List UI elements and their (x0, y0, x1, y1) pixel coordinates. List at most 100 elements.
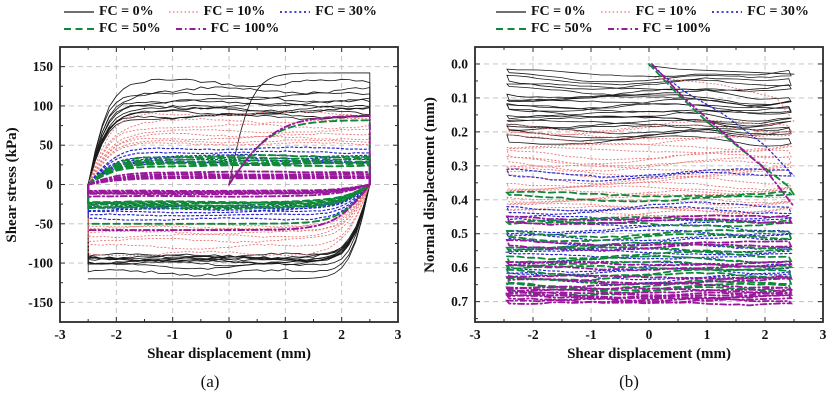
axis-ticks-a (59, 46, 399, 323)
legend-item-fc-10: FC = 10% (600, 4, 698, 20)
curve-fc-30 (506, 168, 792, 182)
x-tick-label: 3 (820, 327, 827, 342)
legend-b: FC = 0% FC = 10% FC = 30% FC = 50% FC = 100% (496, 4, 809, 37)
curve-fc-10 (506, 190, 792, 204)
x-tick-label: 0 (646, 327, 653, 342)
legend-line-sample-icon (64, 11, 94, 13)
grid-b (475, 47, 823, 322)
curve-fc-10 (654, 77, 795, 123)
chart-a-canvas: -3 -2 -1 0 1 2 3 150 100 50 0 -50 -100 -150 Shear di… (4, 46, 402, 362)
legend-label: FC = 100% (642, 21, 712, 36)
curve-fc-50 (505, 229, 793, 243)
curve-fc-0 (506, 98, 792, 115)
curve-fc-10 (506, 149, 792, 165)
curve-fc-30 (506, 201, 792, 216)
curve-fc-10 (505, 130, 792, 146)
legend-line-sample-icon (712, 11, 743, 13)
x-tick-label: 0 (226, 327, 233, 342)
legend-label: FC = 100% (210, 21, 280, 36)
caption-b: (b) (619, 372, 639, 391)
y-tick-label: -150 (28, 295, 53, 310)
legend-line-sample-icon (607, 27, 638, 31)
curve-fc-10 (506, 169, 792, 185)
x-tick-labels-a: -3 -2 -1 0 1 2 3 (54, 327, 401, 342)
curve-fc-0 (648, 65, 795, 75)
legend-line-sample-icon (168, 11, 199, 13)
legend-line-sample-icon (175, 27, 206, 31)
curves-b (504, 63, 795, 307)
x-axis-title-b: Shear displacement (mm) (567, 346, 731, 362)
curve-fc-30 (505, 262, 792, 277)
legend-item-fc-50: FC = 50% (64, 21, 161, 37)
curve-fc-100 (505, 287, 793, 299)
curve-fc-0 (506, 68, 792, 83)
y-tick-label: 100 (33, 98, 54, 113)
x-tick-label: 2 (762, 327, 769, 342)
legend-label: FC = 10% (203, 4, 266, 19)
x-axis-title-a: Shear displacement (mm) (147, 346, 311, 362)
curve-fc-30 (648, 63, 795, 177)
curve-fc-50 (505, 250, 793, 264)
legend-line-sample-icon (64, 27, 94, 31)
curve-fc-100 (651, 63, 795, 208)
curve-fc-10 (505, 164, 793, 177)
axis-ticks-b (474, 46, 824, 322)
chart-b-canvas: -3 -2 -1 0 1 2 3 0.0 0.1 0.2 0.3 0.4 0.5 0.6 0.7 Shea… (422, 46, 827, 362)
y-tick-label: 0.5 (451, 226, 468, 241)
legend-item-fc-100: FC = 100% (607, 21, 712, 37)
chart-panel-a: -3 -2 -1 0 1 2 3 150 100 50 0 -50 -100 -150 Shear di… (0, 0, 420, 370)
legend-item-fc-0: FC = 0% (64, 4, 154, 20)
y-tick-label: 50 (40, 138, 54, 153)
curve-fc-10 (87, 132, 371, 235)
curve-fc-10 (506, 185, 793, 197)
legend-a: FC = 0% FC = 10% FC = 30% FC = 50% FC = 100% (64, 4, 377, 37)
curve-fc-0 (506, 116, 792, 128)
legend-item-fc-100: FC = 100% (175, 21, 280, 37)
caption-a: (a) (200, 372, 220, 391)
x-tick-label: 2 (338, 327, 345, 342)
curve-fc-30 (505, 224, 793, 237)
curve-fc-100 (505, 282, 794, 294)
curve-fc-10 (87, 141, 371, 228)
legend-label: FC = 50% (99, 21, 161, 36)
legend-label: FC = 0% (531, 4, 586, 19)
curve-fc-100 (504, 260, 793, 272)
legend-line-sample-icon (600, 11, 631, 13)
legend-item-fc-10: FC = 10% (168, 4, 266, 20)
curve-fc-10 (506, 143, 793, 154)
x-tick-labels-b: -3 -2 -1 0 1 2 3 (469, 327, 826, 342)
legend-row: FC = 0% FC = 10% FC = 30% (496, 4, 809, 20)
x-tick-label: -3 (469, 327, 480, 342)
x-tick-label: -3 (54, 327, 65, 342)
curve-fc-100 (87, 114, 371, 232)
curve-fc-100 (87, 170, 371, 198)
y-tick-label: -50 (35, 216, 53, 231)
x-tick-label: 1 (282, 327, 289, 342)
curve-fc-10 (87, 139, 371, 230)
curve-fc-100 (505, 239, 793, 252)
legend-row: FC = 0% FC = 10% FC = 30% (64, 4, 377, 20)
legend-row: FC = 50% FC = 100% (64, 21, 377, 37)
curve-fc-50 (505, 282, 793, 297)
y-tick-labels-b: 0.0 0.1 0.2 0.3 0.4 0.5 0.6 0.7 (451, 56, 468, 309)
legend-item-fc-50: FC = 50% (496, 21, 593, 37)
curve-fc-100 (505, 274, 794, 285)
curve-fc-100 (87, 177, 371, 192)
y-tick-labels-a: 150 100 50 0 -50 -100 -150 (28, 59, 53, 310)
curve-fc-50 (648, 63, 795, 196)
curve-fc-0 (506, 95, 792, 109)
curve-fc-10 (506, 199, 792, 210)
y-tick-label: 0.7 (451, 294, 468, 309)
x-tick-label: -1 (585, 327, 596, 342)
legend-row: FC = 50% FC = 100% (496, 21, 809, 37)
legend-label: FC = 10% (635, 4, 698, 19)
y-tick-label: 0.3 (451, 158, 468, 173)
curve-fc-10 (506, 176, 792, 190)
legend-item-fc-0: FC = 0% (496, 4, 586, 20)
y-axis-title-b: Normal displacement (mm) (422, 97, 438, 273)
legend-label: FC = 0% (99, 4, 154, 19)
y-tick-label: -100 (28, 256, 53, 271)
curve-fc-100 (504, 291, 794, 302)
legend-item-fc-30: FC = 30% (280, 4, 377, 20)
